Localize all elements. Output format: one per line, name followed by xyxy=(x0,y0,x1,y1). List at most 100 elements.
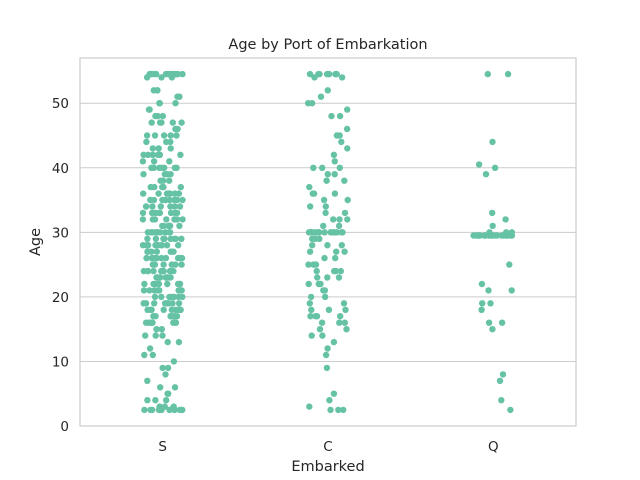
data-point-s xyxy=(150,158,158,165)
data-point-s xyxy=(166,190,174,197)
data-point-s xyxy=(149,351,156,359)
data-point-s xyxy=(153,248,160,255)
data-point-c xyxy=(322,209,329,217)
data-point-c xyxy=(319,164,326,171)
data-point-s xyxy=(177,287,184,294)
data-point-c xyxy=(324,274,331,281)
data-point-c xyxy=(331,190,339,197)
data-point-c xyxy=(307,203,314,210)
data-point-s xyxy=(157,384,164,391)
data-point-s xyxy=(168,261,175,268)
data-point-q xyxy=(506,261,513,268)
data-point-s xyxy=(175,338,183,346)
data-point-s xyxy=(154,229,161,236)
data-point-q xyxy=(475,161,483,168)
data-point-s xyxy=(144,235,151,242)
data-point-s xyxy=(144,267,152,275)
data-point-s xyxy=(146,287,153,294)
data-point-s xyxy=(173,70,180,78)
data-point-s xyxy=(143,242,150,249)
data-point-s xyxy=(146,345,154,352)
data-point-s xyxy=(142,332,149,339)
y-tick-label: 40 xyxy=(52,161,69,177)
data-point-q xyxy=(485,287,492,294)
data-point-s xyxy=(168,74,176,81)
data-point-s xyxy=(139,158,147,165)
data-point-s xyxy=(164,390,171,397)
data-point-c xyxy=(327,406,334,414)
data-point-q xyxy=(504,70,512,78)
data-point-s xyxy=(166,293,173,301)
data-point-s xyxy=(152,332,159,339)
data-point-s xyxy=(169,119,176,126)
data-point-c xyxy=(344,216,351,223)
data-point-q xyxy=(507,406,514,414)
data-point-s xyxy=(166,229,174,236)
y-tick-label: 10 xyxy=(52,354,69,370)
data-point-c xyxy=(306,248,314,255)
data-point-s xyxy=(149,319,156,326)
data-point-s xyxy=(167,203,174,210)
data-point-c xyxy=(324,171,331,178)
data-point-s xyxy=(140,171,147,178)
data-point-s xyxy=(149,229,156,236)
data-point-s xyxy=(155,280,162,288)
data-point-s xyxy=(163,397,170,404)
data-point-c xyxy=(331,171,338,178)
data-point-c xyxy=(318,319,326,326)
data-point-s xyxy=(160,261,167,268)
data-point-c xyxy=(322,351,330,359)
data-point-c xyxy=(306,403,313,410)
data-point-c xyxy=(311,74,318,81)
y-axis-ticks: 0 10 20 30 40 50 xyxy=(52,96,69,435)
data-point-c xyxy=(328,112,335,120)
data-point-c xyxy=(341,248,348,255)
data-point-s xyxy=(158,326,165,333)
data-point-s xyxy=(152,397,159,404)
data-point-c xyxy=(307,313,314,320)
data-point-c xyxy=(340,300,348,307)
data-point-s xyxy=(160,183,167,191)
data-point-s xyxy=(150,267,157,275)
data-point-s xyxy=(170,267,177,275)
data-point-c xyxy=(310,190,318,197)
data-point-c xyxy=(316,326,324,333)
data-point-s xyxy=(157,203,164,210)
data-point-s xyxy=(167,248,174,255)
data-point-c xyxy=(323,364,331,372)
data-point-c xyxy=(306,183,313,191)
data-point-s xyxy=(155,242,162,249)
data-point-s xyxy=(141,280,148,288)
data-point-s xyxy=(175,293,182,301)
x-axis-label: Embarked xyxy=(291,459,364,475)
data-point-c xyxy=(313,267,320,275)
x-tick-label-q: Q xyxy=(488,439,499,455)
data-point-q xyxy=(479,300,486,307)
data-point-s xyxy=(144,151,152,158)
data-point-c xyxy=(333,70,340,78)
data-point-c xyxy=(324,87,331,94)
data-point-s xyxy=(164,364,172,372)
data-point-s xyxy=(152,313,159,320)
data-point-q xyxy=(470,232,477,239)
data-point-c xyxy=(320,196,328,204)
data-point-s xyxy=(167,138,174,146)
data-point-q xyxy=(485,319,493,326)
data-point-q xyxy=(484,70,491,78)
data-point-s xyxy=(158,74,165,81)
data-point-s xyxy=(168,306,175,313)
data-point-s xyxy=(156,151,164,158)
data-point-s xyxy=(161,171,168,178)
data-point-s xyxy=(147,183,154,191)
data-point-s xyxy=(158,293,165,301)
data-point-s xyxy=(149,216,156,223)
data-point-s xyxy=(178,235,185,242)
data-point-q xyxy=(499,371,507,378)
data-point-s xyxy=(176,203,184,210)
data-point-c xyxy=(308,229,315,236)
data-point-s xyxy=(156,100,163,107)
data-point-s xyxy=(159,332,166,339)
data-point-s xyxy=(174,196,181,204)
data-point-c xyxy=(344,145,351,152)
